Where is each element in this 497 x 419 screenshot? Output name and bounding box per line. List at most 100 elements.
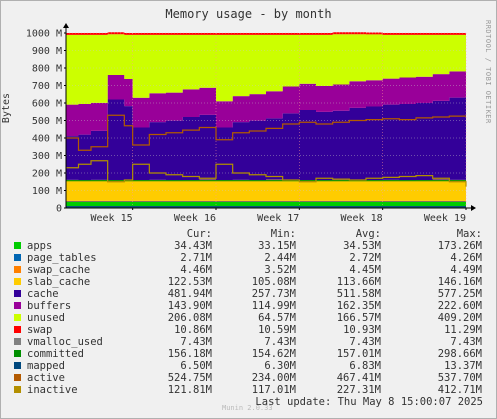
legend-max: 146.16M: [437, 276, 482, 288]
legend-max: 173.26M: [437, 240, 482, 252]
legend-avg: 162.35M: [336, 300, 381, 312]
legend-name: vmalloc_used: [27, 336, 103, 348]
legend-name: swap: [27, 324, 53, 336]
line-inactive: [66, 160, 467, 187]
area-slab-cache: [66, 179, 466, 201]
x-tick-label: Week 17: [257, 213, 299, 224]
legend-avg: 34.53M: [343, 240, 381, 252]
legend-swatch: [14, 290, 21, 297]
legend-cur: 10.86M: [174, 324, 212, 336]
legend-cur: 34.43M: [174, 240, 212, 252]
munin-version: Munin 2.0.33: [222, 404, 273, 412]
y-tick-label: 700 M: [32, 81, 62, 92]
legend-avg: 2.72M: [349, 252, 381, 264]
legend-swatch: [14, 254, 21, 261]
area-swap-cache: [66, 200, 466, 202]
legend-name: apps: [27, 240, 53, 252]
legend-min: 117.01M: [251, 384, 296, 396]
legend-avg: 10.93M: [343, 324, 381, 336]
y-axis-arrow: [63, 23, 69, 28]
legend-swatch: [14, 302, 21, 309]
y-tick-label: 300 M: [32, 151, 62, 162]
legend-avg: 166.57M: [336, 312, 381, 324]
legend-name: buffers: [27, 300, 72, 312]
legend-max: 409.20M: [437, 312, 482, 324]
legend-cur: 121.81M: [167, 384, 212, 396]
legend-cur: 4.46M: [180, 264, 212, 276]
y-tick-label: 0: [56, 204, 62, 215]
legend-swatch: [14, 338, 21, 345]
last-update: Last update: Thu May 8 15:00:07 2025: [255, 396, 483, 408]
legend-cur: 206.08M: [167, 312, 212, 324]
legend-cur: 2.71M: [180, 252, 212, 264]
header-min: Min:: [270, 228, 296, 240]
y-tick-label: 100 M: [32, 186, 62, 197]
legend-name: unused: [27, 312, 65, 324]
legend-min: 2.44M: [264, 252, 296, 264]
legend-swatch: [14, 386, 21, 393]
area-page-tables: [66, 201, 466, 203]
legend-swatch: [14, 266, 21, 273]
legend-min: 7.43M: [264, 336, 296, 348]
legend-row-page-tables: page_tables 2.71M 2.44M 2.72M 4.26M: [14, 252, 484, 264]
legend-avg: 4.45M: [349, 264, 381, 276]
legend-row-vmalloc-used: vmalloc_used 7.43M 7.43M 7.43M 7.43M: [14, 336, 484, 348]
legend-avg: 6.83M: [349, 360, 381, 372]
legend-cur: 156.18M: [167, 348, 212, 360]
legend-row-inactive: inactive 121.81M 117.01M 227.31M 412.71M: [14, 384, 484, 396]
legend-min: 6.30M: [264, 360, 296, 372]
legend-max: 7.43M: [450, 336, 482, 348]
rrdtool-credit: RRDTOOL / TOBI OETIKER: [484, 20, 492, 124]
area-unused: [66, 34, 466, 105]
area-buffers: [66, 69, 466, 137]
y-tick-label: 600 M: [32, 99, 62, 110]
header-cur: Cur:: [186, 228, 212, 240]
x-tick-label: Week 16: [174, 213, 216, 224]
legend-min: 154.62M: [251, 348, 296, 360]
y-tick-label: 1000 M: [26, 29, 62, 40]
legend-min: 33.15M: [258, 240, 296, 252]
y-tick-label: 400 M: [32, 134, 62, 145]
legend-avg: 113.66M: [336, 276, 381, 288]
line-active: [66, 114, 466, 151]
legend-row-cache: cache 481.94M 257.73M 511.58M 577.25M: [14, 288, 484, 300]
legend-min: 10.59M: [258, 324, 296, 336]
legend-max: 577.25M: [437, 288, 482, 300]
legend-min: 64.57M: [258, 312, 296, 324]
legend-avg: 467.41M: [336, 372, 381, 384]
legend-name: slab_cache: [27, 276, 91, 288]
legend-avg: 227.31M: [336, 384, 381, 396]
legend-swatch: [14, 242, 21, 249]
legend-row-slab-cache: slab_cache 122.53M 105.08M 113.66M 146.16M: [14, 276, 484, 288]
legend-swatch: [14, 326, 21, 333]
legend-cur: 524.75M: [167, 372, 212, 384]
y-tick-label: 500 M: [32, 116, 62, 127]
legend-max: 4.49M: [450, 264, 482, 276]
legend-swatch: [14, 362, 21, 369]
legend-name: swap_cache: [27, 264, 91, 276]
legend-name: committed: [27, 348, 84, 360]
legend-row-unused: unused 206.08M 64.57M 166.57M 409.20M: [14, 312, 484, 324]
legend-table: Cur: Min: Avg: Max: apps 34.43M 33.15M 34.5…: [14, 228, 484, 396]
legend-row-buffers: buffers 143.90M 114.99M 162.35M 222.60M: [14, 300, 484, 312]
legend-max: 11.29M: [444, 324, 482, 336]
legend-row-swap: swap 10.86M 10.59M 10.93M 11.29M: [14, 324, 484, 336]
legend-row-active: active 524.75M 234.00M 467.41M 537.70M: [14, 372, 484, 384]
legend-swatch: [14, 314, 21, 321]
legend-name: mapped: [27, 360, 65, 372]
legend-min: 257.73M: [251, 288, 296, 300]
legend-cur: 122.53M: [167, 276, 212, 288]
legend-row-committed: committed 156.18M 154.62M 157.01M 298.66M: [14, 348, 484, 360]
y-tick-label: 800 M: [32, 64, 62, 75]
legend-max: 222.60M: [437, 300, 482, 312]
y-tick-label: 200 M: [32, 169, 62, 180]
legend-max: 298.66M: [437, 348, 482, 360]
legend-cur: 143.90M: [167, 300, 212, 312]
legend-max: 537.70M: [437, 372, 482, 384]
area-chart: 0 100 M 200 M 300 M 400 M 500 M 600 M 700 M 800 …: [26, 23, 476, 224]
chart-title: Memory usage - by month: [165, 7, 332, 21]
legend-cur: 481.94M: [167, 288, 212, 300]
header-max: Max:: [456, 228, 482, 240]
legend-avg: 157.01M: [336, 348, 381, 360]
legend-swatch: [14, 278, 21, 285]
